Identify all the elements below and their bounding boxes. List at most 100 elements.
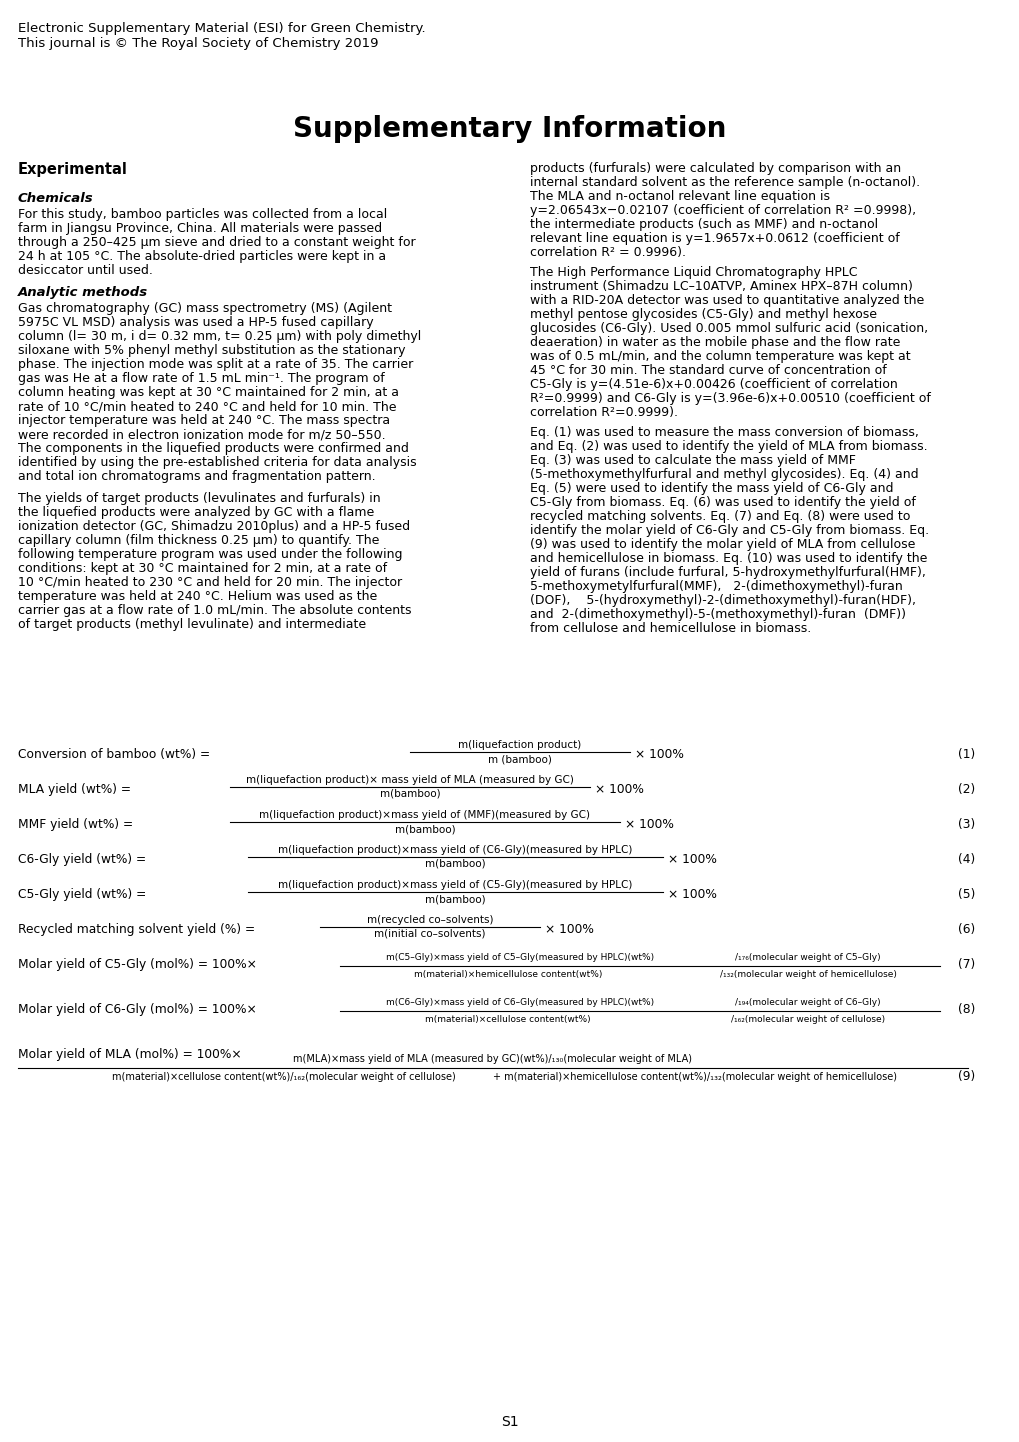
Text: m(liquefaction product)×mass yield of (C5-Gly)(measured by HPLC): m(liquefaction product)×mass yield of (C… <box>278 880 632 890</box>
Text: column (l= 30 m, i d= 0.32 mm, t= 0.25 μm) with poly dimethyl: column (l= 30 m, i d= 0.32 mm, t= 0.25 μ… <box>18 330 421 343</box>
Text: (2): (2) <box>957 783 974 796</box>
Text: internal standard solvent as the reference sample (n-octanol).: internal standard solvent as the referen… <box>530 176 919 189</box>
Text: × 100%: × 100% <box>594 783 643 796</box>
Text: C6-Gly yield (wt%) =: C6-Gly yield (wt%) = <box>18 854 146 867</box>
Text: Eq. (1) was used to measure the mass conversion of biomass,: Eq. (1) was used to measure the mass con… <box>530 425 918 438</box>
Text: Electronic Supplementary Material (ESI) for Green Chemistry.: Electronic Supplementary Material (ESI) … <box>18 22 425 35</box>
Text: (9): (9) <box>957 1070 974 1083</box>
Text: following temperature program was used under the following: following temperature program was used u… <box>18 548 403 561</box>
Text: Conversion of bamboo (wt%) =: Conversion of bamboo (wt%) = <box>18 748 210 761</box>
Text: capillary column (film thickness 0.25 μm) to quantify. The: capillary column (film thickness 0.25 μm… <box>18 534 379 547</box>
Text: of target products (methyl levulinate) and intermediate: of target products (methyl levulinate) a… <box>18 619 366 632</box>
Text: × 100%: × 100% <box>667 854 716 867</box>
Text: Molar yield of MLA (mol%) = 100%×: Molar yield of MLA (mol%) = 100%× <box>18 1048 242 1061</box>
Text: Gas chromatography (GC) mass spectrometry (MS) (Agilent: Gas chromatography (GC) mass spectrometr… <box>18 301 391 314</box>
Text: recycled matching solvents. Eq. (7) and Eq. (8) were used to: recycled matching solvents. Eq. (7) and … <box>530 510 910 523</box>
Text: and Eq. (2) was used to identify the yield of MLA from biomass.: and Eq. (2) was used to identify the yie… <box>530 440 926 453</box>
Text: products (furfurals) were calculated by comparison with an: products (furfurals) were calculated by … <box>530 162 900 174</box>
Text: (4): (4) <box>957 854 974 867</box>
Text: (1): (1) <box>957 748 974 761</box>
Text: 5-methoxymetylfurfural(MMF),   2-(dimethoxymethyl)-furan: 5-methoxymetylfurfural(MMF), 2-(dimethox… <box>530 580 902 593</box>
Text: with a RID-20A detector was used to quantitative analyzed the: with a RID-20A detector was used to quan… <box>530 294 923 307</box>
Text: (6): (6) <box>957 923 974 936</box>
Text: conditions: kept at 30 °C maintained for 2 min, at a rate of: conditions: kept at 30 °C maintained for… <box>18 562 387 575</box>
Text: m(bamboo): m(bamboo) <box>379 789 440 799</box>
Text: /₁₉₄(molecular weight of C6–Gly): /₁₉₄(molecular weight of C6–Gly) <box>735 998 880 1007</box>
Text: m(recycled co–solvents): m(recycled co–solvents) <box>367 916 493 924</box>
Text: and total ion chromatograms and fragmentation pattern.: and total ion chromatograms and fragment… <box>18 470 375 483</box>
Text: Supplementary Information: Supplementary Information <box>293 115 726 143</box>
Text: C5-Gly from biomass. Eq. (6) was used to identify the yield of: C5-Gly from biomass. Eq. (6) was used to… <box>530 496 915 509</box>
Text: m(material)×cellulose content(wt%): m(material)×cellulose content(wt%) <box>425 1015 590 1024</box>
Text: C5-Gly yield (wt%) =: C5-Gly yield (wt%) = <box>18 888 146 901</box>
Text: The MLA and n-octanol relevant line equation is: The MLA and n-octanol relevant line equa… <box>530 190 829 203</box>
Text: phase. The injection mode was split at a rate of 35. The carrier: phase. The injection mode was split at a… <box>18 358 413 371</box>
Text: 24 h at 105 °C. The absolute-dried particles were kept in a: 24 h at 105 °C. The absolute-dried parti… <box>18 249 386 262</box>
Text: methyl pentose glycosides (C5-Gly) and methyl hexose: methyl pentose glycosides (C5-Gly) and m… <box>530 309 876 322</box>
Text: m(C6–Gly)×mass yield of C6–Gly(measured by HPLC)(wt%): m(C6–Gly)×mass yield of C6–Gly(measured … <box>385 998 653 1007</box>
Text: farm in Jiangsu Province, China. All materials were passed: farm in Jiangsu Province, China. All mat… <box>18 222 382 235</box>
Text: were recorded in electron ionization mode for m/z 50–550.: were recorded in electron ionization mod… <box>18 428 385 441</box>
Text: m(liquefaction product)×mass yield of (C6-Gly)(measured by HPLC): m(liquefaction product)×mass yield of (C… <box>278 845 632 855</box>
Text: Chemicals: Chemicals <box>18 192 94 205</box>
Text: and hemicellulose in biomass. Eq. (10) was used to identify the: and hemicellulose in biomass. Eq. (10) w… <box>530 552 926 565</box>
Text: and  2-(dimethoxymethyl)-5-(methoxymethyl)-furan  (DMF)): and 2-(dimethoxymethyl)-5-(methoxymethyl… <box>530 609 905 622</box>
Text: correlation R²=0.9999).: correlation R²=0.9999). <box>530 407 678 420</box>
Text: 45 °C for 30 min. The standard curve of concentration of: 45 °C for 30 min. The standard curve of … <box>530 363 886 376</box>
Text: m(initial co–solvents): m(initial co–solvents) <box>374 929 485 939</box>
Text: This journal is © The Royal Society of Chemistry 2019: This journal is © The Royal Society of C… <box>18 37 378 50</box>
Text: desiccator until used.: desiccator until used. <box>18 264 153 277</box>
Text: m(material)×hemicellulose content(wt%): m(material)×hemicellulose content(wt%) <box>414 970 601 979</box>
Text: ionization detector (GC, Shimadzu 2010plus) and a HP-5 fused: ionization detector (GC, Shimadzu 2010pl… <box>18 521 410 534</box>
Text: from cellulose and hemicellulose in biomass.: from cellulose and hemicellulose in biom… <box>530 622 810 634</box>
Text: Molar yield of C5-Gly (mol%) = 100%×: Molar yield of C5-Gly (mol%) = 100%× <box>18 957 257 970</box>
Text: The components in the liquefied products were confirmed and: The components in the liquefied products… <box>18 443 409 456</box>
Text: m(material)×cellulose content(wt%)/₁₆₂(molecular weight of cellulose): m(material)×cellulose content(wt%)/₁₆₂(m… <box>112 1071 455 1082</box>
Text: S1: S1 <box>500 1415 519 1429</box>
Text: carrier gas at a flow rate of 1.0 mL/min. The absolute contents: carrier gas at a flow rate of 1.0 mL/min… <box>18 604 411 617</box>
Text: injector temperature was held at 240 °C. The mass spectra: injector temperature was held at 240 °C.… <box>18 414 389 427</box>
Text: /₁₇₆(molecular weight of C5–Gly): /₁₇₆(molecular weight of C5–Gly) <box>735 953 880 962</box>
Text: the liquefied products were analyzed by GC with a flame: the liquefied products were analyzed by … <box>18 506 374 519</box>
Text: × 100%: × 100% <box>667 888 716 901</box>
Text: MLA yield (wt%) =: MLA yield (wt%) = <box>18 783 130 796</box>
Text: (3): (3) <box>957 818 974 831</box>
Text: Molar yield of C6-Gly (mol%) = 100%×: Molar yield of C6-Gly (mol%) = 100%× <box>18 1004 257 1017</box>
Text: m(bamboo): m(bamboo) <box>425 859 485 870</box>
Text: m (bamboo): m (bamboo) <box>487 754 551 764</box>
Text: m(bamboo): m(bamboo) <box>394 823 454 833</box>
Text: m(C5–Gly)×mass yield of C5–Gly(measured by HPLC)(wt%): m(C5–Gly)×mass yield of C5–Gly(measured … <box>385 953 653 962</box>
Text: The High Performance Liquid Chromatography HPLC: The High Performance Liquid Chromatograp… <box>530 265 857 278</box>
Text: Eq. (3) was used to calculate the mass yield of MMF: Eq. (3) was used to calculate the mass y… <box>530 454 855 467</box>
Text: relevant line equation is y=1.9657x+0.0612 (coefficient of: relevant line equation is y=1.9657x+0.06… <box>530 232 899 245</box>
Text: (5): (5) <box>957 888 974 901</box>
Text: MMF yield (wt%) =: MMF yield (wt%) = <box>18 818 133 831</box>
Text: C5-Gly is y=(4.51e-6)x+0.00426 (coefficient of correlation: C5-Gly is y=(4.51e-6)x+0.00426 (coeffici… <box>530 378 897 391</box>
Text: (8): (8) <box>957 1004 974 1017</box>
Text: identified by using the pre-established criteria for data analysis: identified by using the pre-established … <box>18 456 416 469</box>
Text: rate of 10 °C/min heated to 240 °C and held for 10 min. The: rate of 10 °C/min heated to 240 °C and h… <box>18 399 396 412</box>
Text: (7): (7) <box>957 957 974 970</box>
Text: The yields of target products (levulinates and furfurals) in: The yields of target products (levulinat… <box>18 492 380 505</box>
Text: (5-methoxymethylfurfural and methyl glycosides). Eq. (4) and: (5-methoxymethylfurfural and methyl glyc… <box>530 469 918 482</box>
Text: (DOF),    5-(hydroxymethyl)-2-(dimethoxymethyl)-furan(HDF),: (DOF), 5-(hydroxymethyl)-2-(dimethoxymet… <box>530 594 915 607</box>
Text: Recycled matching solvent yield (%) =: Recycled matching solvent yield (%) = <box>18 923 255 936</box>
Text: glucosides (C6-Gly). Used 0.005 mmol sulfuric acid (sonication,: glucosides (C6-Gly). Used 0.005 mmol sul… <box>530 322 927 335</box>
Text: (9) was used to identify the molar yield of MLA from cellulose: (9) was used to identify the molar yield… <box>530 538 914 551</box>
Text: m(liquefaction product)× mass yield of MLA (measured by GC): m(liquefaction product)× mass yield of M… <box>246 774 574 784</box>
Text: × 100%: × 100% <box>544 923 593 936</box>
Text: gas was He at a flow rate of 1.5 mL min⁻¹. The program of: gas was He at a flow rate of 1.5 mL min⁻… <box>18 372 384 385</box>
Text: × 100%: × 100% <box>635 748 683 761</box>
Text: m(liquefaction product): m(liquefaction product) <box>458 740 581 750</box>
Text: siloxane with 5% phenyl methyl substitution as the stationary: siloxane with 5% phenyl methyl substitut… <box>18 345 406 358</box>
Text: y=2.06543x−0.02107 (coefficient of correlation R² =0.9998),: y=2.06543x−0.02107 (coefficient of corre… <box>530 203 915 216</box>
Text: correlation R² = 0.9996).: correlation R² = 0.9996). <box>530 247 686 260</box>
Text: m(MLA)×mass yield of MLA (measured by GC)(wt%)/₁₃₀(molecular weight of MLA): m(MLA)×mass yield of MLA (measured by GC… <box>293 1054 692 1064</box>
Text: was of 0.5 mL/min, and the column temperature was kept at: was of 0.5 mL/min, and the column temper… <box>530 350 910 363</box>
Text: column heating was kept at 30 °C maintained for 2 min, at a: column heating was kept at 30 °C maintai… <box>18 386 398 399</box>
Text: instrument (Shimadzu LC–10ATVP, Aminex HPX–87H column): instrument (Shimadzu LC–10ATVP, Aminex H… <box>530 280 912 293</box>
Text: R²=0.9999) and C6-Gly is y=(3.96e-6)x+0.00510 (coefficient of: R²=0.9999) and C6-Gly is y=(3.96e-6)x+0.… <box>530 392 930 405</box>
Text: 5975C VL MSD) analysis was used a HP-5 fused capillary: 5975C VL MSD) analysis was used a HP-5 f… <box>18 316 373 329</box>
Text: m(bamboo): m(bamboo) <box>425 894 485 904</box>
Text: + m(material)×hemicellulose content(wt%)/₁₃₂(molecular weight of hemicellulose): + m(material)×hemicellulose content(wt%)… <box>492 1071 896 1082</box>
